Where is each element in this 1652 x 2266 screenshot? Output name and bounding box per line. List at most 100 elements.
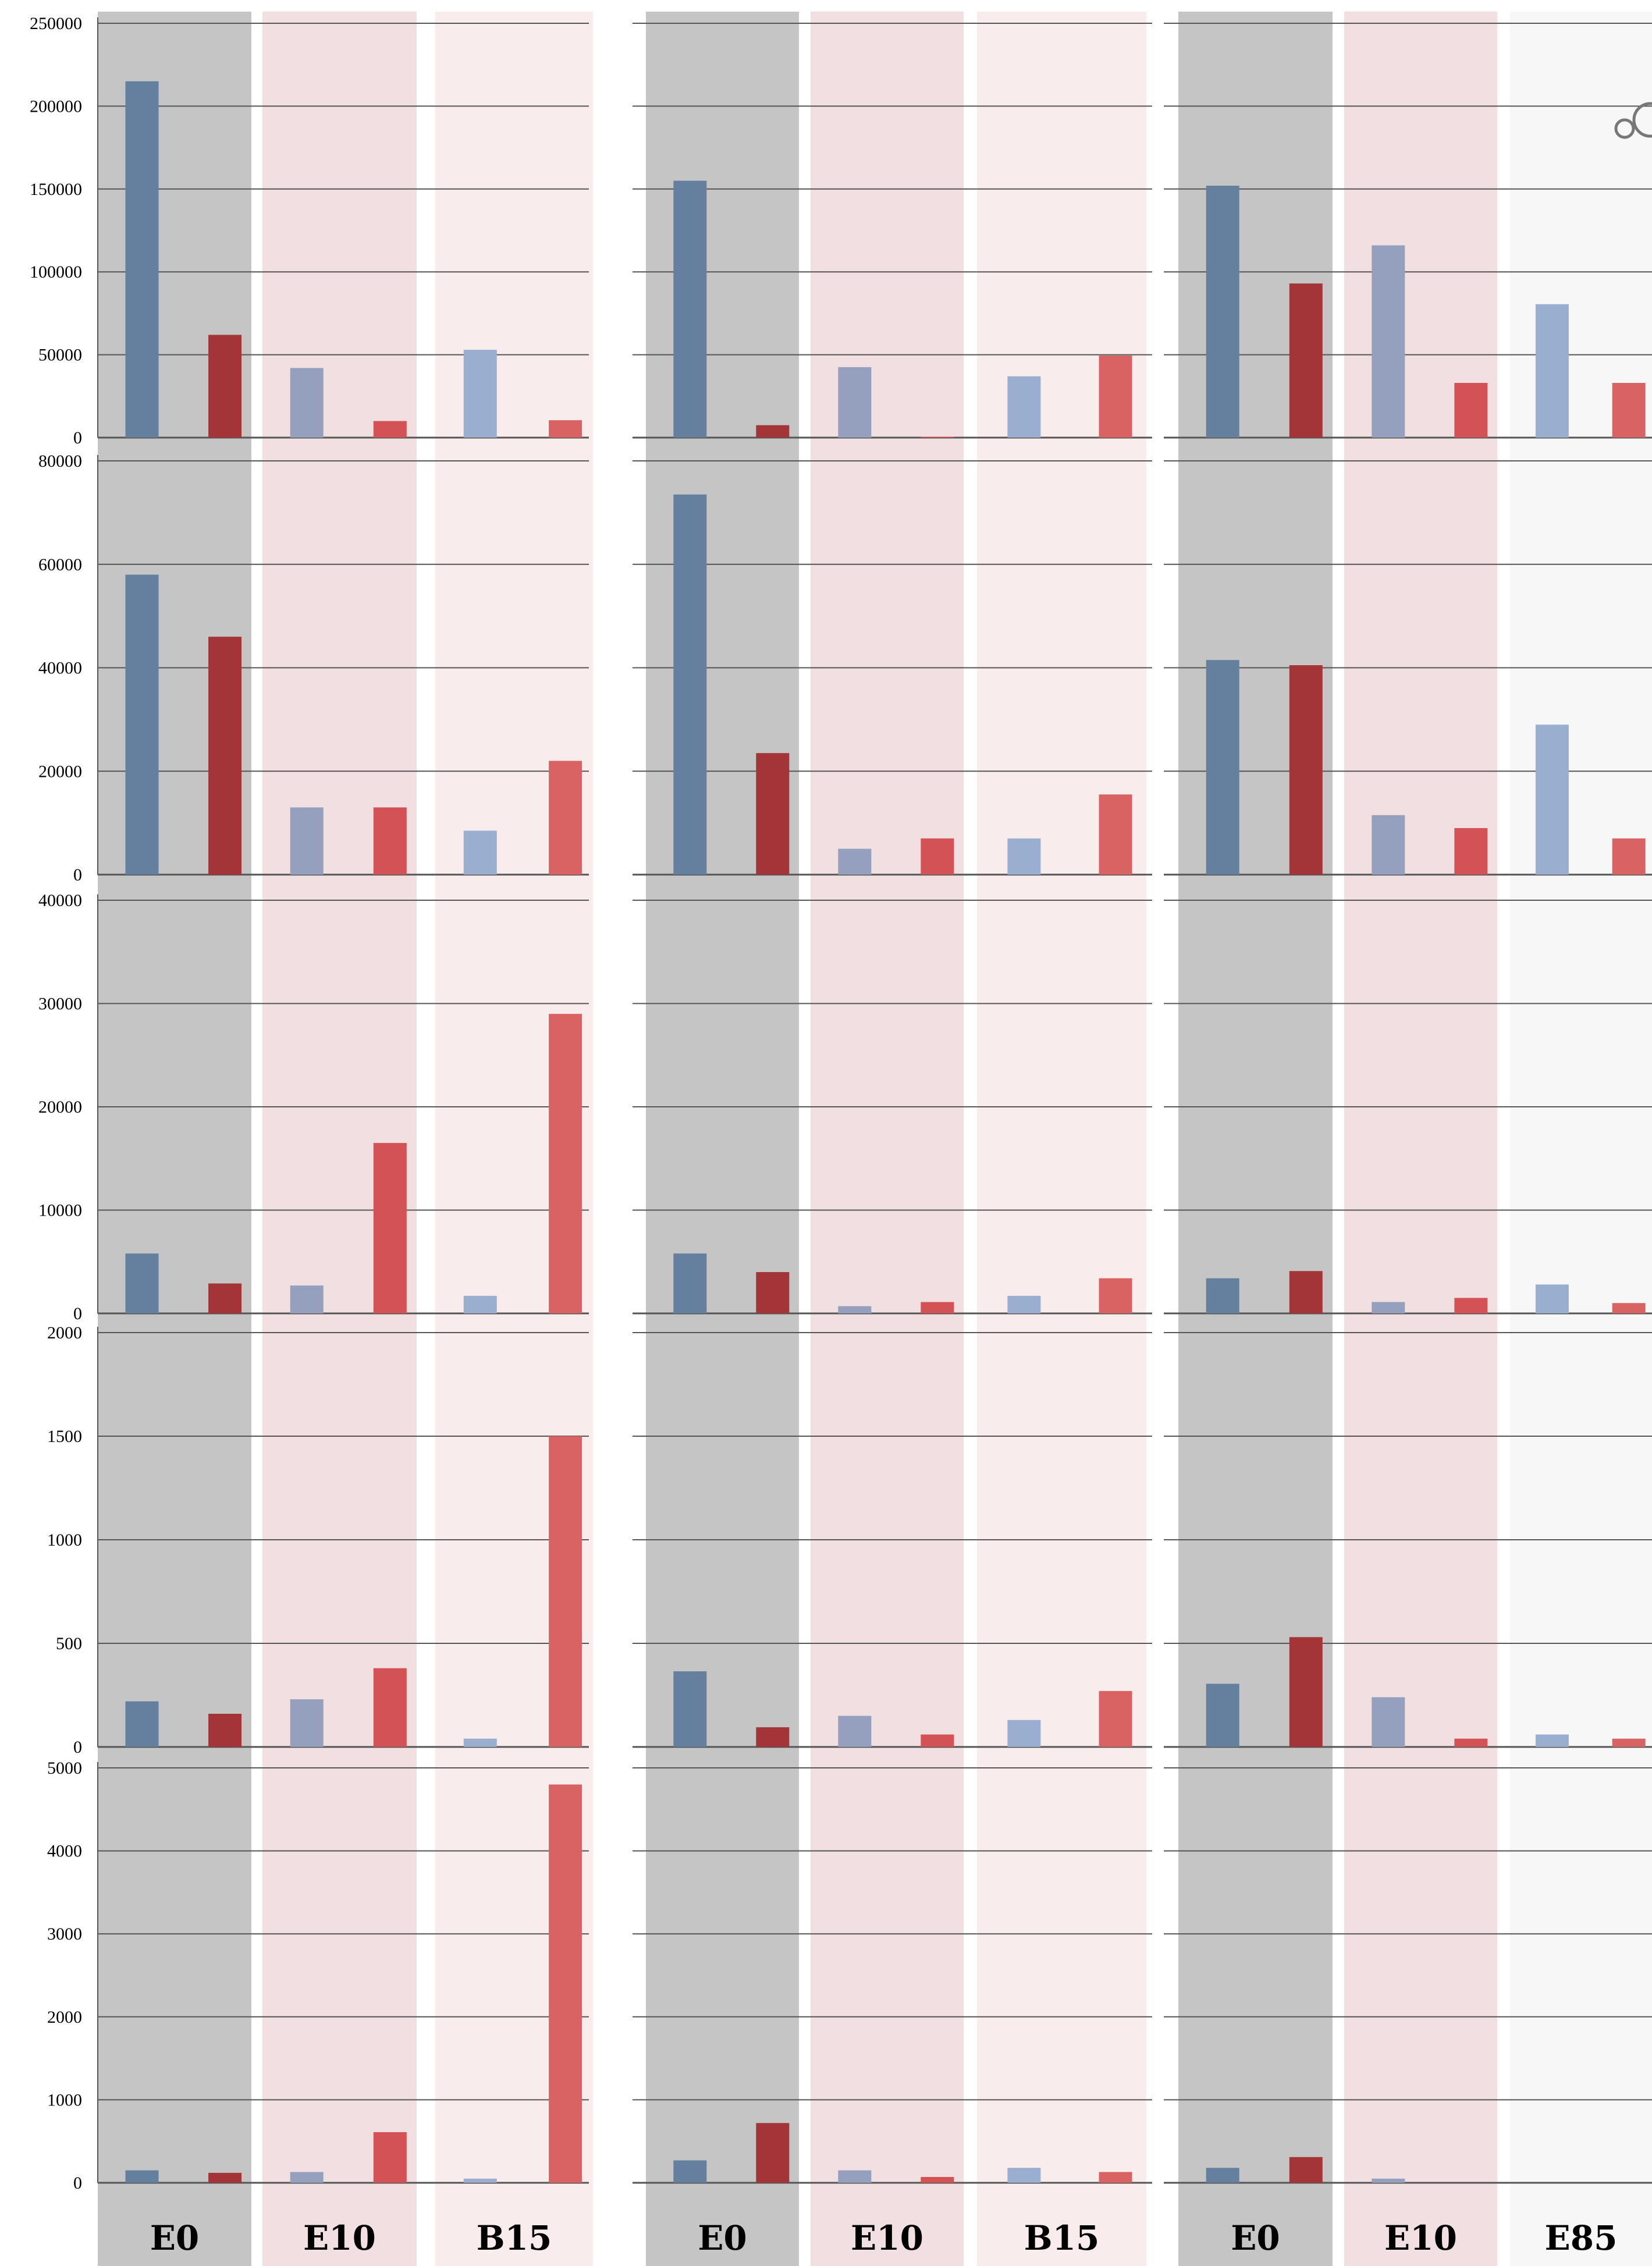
bar-b15-first [463, 1295, 497, 1313]
bar-e0-second [208, 2172, 242, 2183]
y-tick-label: 5000 [47, 1759, 82, 1778]
y-tick-label: 3000 [47, 1924, 82, 1944]
bar-b15-second [1099, 1690, 1132, 1747]
circle-decoration [1632, 102, 1652, 138]
y-tick-label: 0 [73, 428, 82, 447]
bar-e10-first [838, 367, 872, 438]
bar-e10-second [1454, 1298, 1488, 1313]
bar-e10-second [373, 421, 407, 438]
bar-b15-second [549, 761, 582, 875]
bar-e10-first [1372, 1302, 1405, 1313]
y-tick-label: 0 [73, 1304, 82, 1323]
bar-e0-second [1289, 665, 1323, 875]
y-tick-label: 0 [73, 865, 82, 885]
bar-b15-second [549, 1784, 582, 2183]
bar-e0-first [1206, 1278, 1239, 1313]
bar-b15-first [1007, 1295, 1041, 1313]
bar-e0-first [673, 1253, 707, 1313]
y-tick-label: 60000 [38, 555, 82, 574]
bar-e10-first [838, 1306, 872, 1313]
bar-e10-first [1372, 245, 1405, 438]
bar-e10-second [1454, 383, 1488, 438]
bar-e10-first [838, 2170, 872, 2183]
bar-e0-second [756, 1727, 790, 1747]
bar-e10-second [921, 436, 954, 438]
bar-e10-second [1454, 828, 1488, 875]
bar-b15-first [463, 830, 497, 875]
bar-e0-second [208, 1283, 242, 1313]
bar-b15-second [1099, 356, 1132, 438]
bar-e0-first [125, 81, 159, 438]
bar-e10-first [1372, 815, 1405, 875]
bar-e10-first [290, 807, 324, 875]
bar-e85-first [1535, 1734, 1569, 1747]
y-tick-label: 80000 [38, 452, 82, 471]
y-tick-label: 20000 [38, 1098, 82, 1117]
bar-e10-first [838, 1716, 872, 1747]
group-band-3 [977, 12, 1146, 2266]
bar-e0-second [756, 425, 790, 438]
bar-e0-second [1289, 1637, 1323, 1747]
bar-e10-first [290, 1285, 324, 1313]
bar-e10-second [921, 2177, 954, 2183]
bar-e10-second [373, 2132, 407, 2183]
bar-e85-second [1612, 838, 1646, 875]
bar-b15-first [463, 1738, 497, 1747]
bar-b15-first [1007, 838, 1041, 875]
bar-e10-first [838, 848, 872, 875]
y-tick-label: 4000 [47, 1842, 82, 1861]
bar-e10-second [921, 1734, 954, 1747]
bar-e0-second [208, 1714, 242, 1747]
bar-e10-first [290, 1699, 324, 1747]
bar-e10-second [921, 838, 954, 875]
bar-e10-second [373, 1143, 407, 1313]
bar-b15-second [549, 1014, 582, 1313]
bar-e0-first [1206, 660, 1239, 875]
bar-b15-first [1007, 1720, 1041, 1747]
bar-e0-second [1289, 283, 1323, 438]
group-band-3 [1510, 12, 1652, 2266]
bar-b15-second [549, 420, 582, 438]
bar-b15-second [549, 1436, 582, 1747]
bar-e0-second [756, 1272, 790, 1313]
y-tick-label: 200000 [30, 97, 82, 116]
category-label: E85 [1545, 2218, 1618, 2258]
bar-e10-second [373, 1668, 407, 1747]
bar-e0-first [125, 1253, 159, 1313]
bar-e85-second [1612, 1303, 1646, 1313]
category-label: E0 [150, 2218, 200, 2258]
bar-e10-second [1454, 1738, 1488, 1747]
bar-e10-first [290, 368, 324, 438]
bar-e10-first [1372, 2178, 1405, 2183]
bar-e85-first [1535, 1284, 1569, 1313]
bar-e0-second [756, 2123, 790, 2183]
y-tick-label: 20000 [38, 762, 82, 781]
y-tick-label: 250000 [30, 14, 82, 33]
y-tick-label: 150000 [30, 180, 82, 199]
bar-e0-first [673, 2160, 707, 2183]
category-label: E10 [1384, 2218, 1457, 2258]
bar-b15-second [1099, 1278, 1132, 1313]
circle-decoration [1614, 118, 1635, 139]
y-tick-label: 10000 [38, 1201, 82, 1220]
bar-e0-first [673, 494, 707, 875]
bar-e0-second [208, 637, 242, 875]
bar-e0-second [208, 335, 242, 438]
bar-e0-second [1289, 1271, 1323, 1313]
bar-e85-second [1612, 1738, 1646, 1747]
category-label: E10 [851, 2218, 923, 2258]
group-band-1 [646, 12, 799, 2266]
bar-e0-first [1206, 2168, 1239, 2183]
bar-e85-first [1535, 724, 1569, 875]
y-tick-label: 1000 [47, 2090, 82, 2109]
bar-e10-first [290, 2172, 324, 2183]
group-band-2 [262, 12, 417, 2266]
bar-e0-second [1289, 2157, 1323, 2183]
y-tick-label: 1500 [47, 1427, 82, 1446]
y-tick-label: 40000 [38, 891, 82, 910]
bar-b15-second [1099, 2172, 1132, 2183]
y-tick-label: 0 [73, 2173, 82, 2193]
group-band-2 [1344, 12, 1497, 2266]
bar-e10-second [921, 1302, 954, 1313]
